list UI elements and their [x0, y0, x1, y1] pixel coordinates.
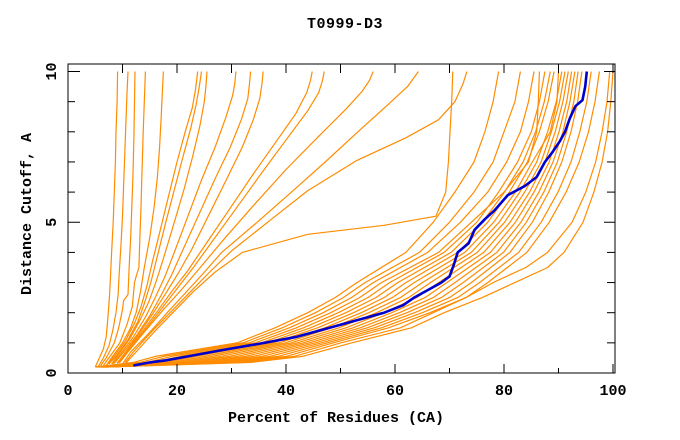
y-tick-label: 10 [44, 62, 61, 80]
curve-model-23 [98, 71, 551, 368]
curve-model-02 [97, 71, 129, 368]
y-axis-label: Distance Cutoff, A [19, 133, 36, 295]
plot-frame [67, 63, 616, 374]
curve-model-14 [119, 71, 374, 363]
x-tick-label: 100 [599, 383, 626, 400]
curve-model-19 [95, 71, 521, 368]
curve-model-06 [105, 71, 199, 366]
curve-model-08 [111, 71, 208, 365]
curve-model-31 [103, 71, 579, 368]
curve-model-24 [99, 71, 555, 368]
model-curves [94, 71, 614, 368]
curve-highlighted-model [133, 71, 589, 367]
curve-model-20 [96, 71, 535, 368]
curve-model-10 [113, 71, 252, 364]
curve-model-28 [101, 71, 569, 368]
curve-model-27 [101, 71, 566, 368]
x-tick-label: 40 [277, 383, 295, 400]
curve-model-18 [95, 71, 500, 368]
curve-model-03 [100, 71, 136, 366]
curve-model-33 [105, 71, 592, 368]
curve-model-05 [105, 71, 164, 366]
curve-model-36 [107, 71, 614, 368]
x-tick-label: 60 [386, 383, 404, 400]
axis-ticks [67, 64, 615, 374]
curve-model-16 [124, 71, 454, 365]
x-tick-label: 80 [495, 383, 513, 400]
axis-tick-labels: 0 20 40 60 80 100 0 5 10 [44, 62, 627, 400]
y-tick-label: 0 [44, 368, 61, 377]
chart-title: T0999-D3 [307, 16, 383, 33]
curve-model-34 [105, 71, 600, 368]
curve-model-15 [122, 71, 419, 365]
curve-model-13 [118, 71, 325, 364]
curve-model-32 [104, 71, 583, 368]
x-tick-label: 20 [168, 383, 186, 400]
curve-model-29 [102, 71, 573, 368]
y-tick-label: 5 [44, 218, 61, 227]
curve-model-21 [97, 71, 540, 368]
curve-model-11 [116, 71, 264, 364]
curve-model-01 [94, 71, 119, 368]
curve-model-04 [102, 71, 146, 366]
curve-model-17 [124, 71, 468, 363]
curve-model-07 [108, 71, 203, 365]
curve-model-26 [100, 71, 563, 368]
x-axis-label: Percent of Residues (CA) [228, 410, 444, 427]
x-tick-label: 0 [63, 383, 72, 400]
curve-model-35 [106, 71, 611, 368]
curve-model-09 [112, 71, 237, 365]
curve-model-12 [116, 71, 313, 364]
